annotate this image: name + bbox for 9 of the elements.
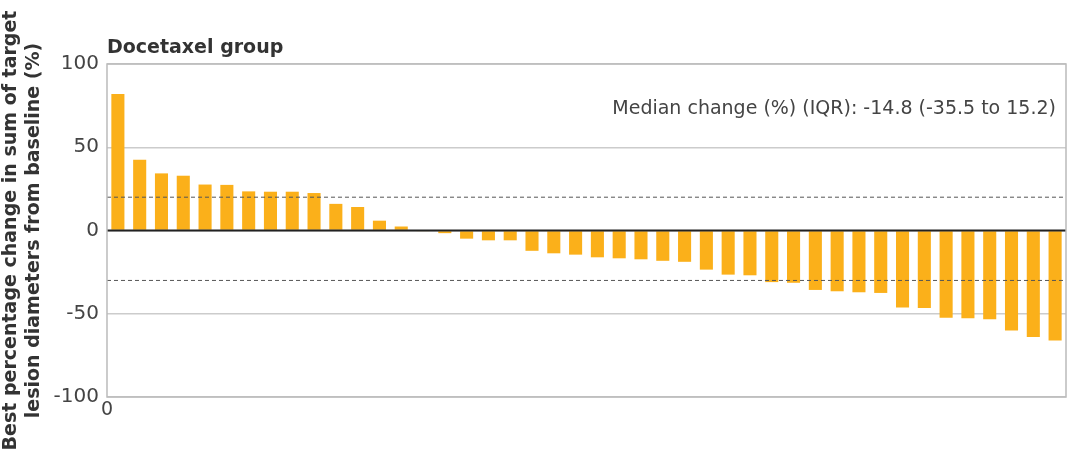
y-tick-label: 50 <box>73 133 99 158</box>
y-tick-label: 0 <box>86 216 99 241</box>
annotation: Median change (%) (IQR): -14.8 (-35.5 to 15.2) <box>612 95 1056 118</box>
y-tick-label: -50 <box>66 299 99 324</box>
chart-title: Docetaxel group <box>106 35 284 58</box>
y-tick-label: -100 <box>53 383 99 408</box>
y-axis-title: Best percentage change in sum of target lesion diameters from baseline (%) <box>0 10 44 451</box>
text: 0 <box>100 397 114 420</box>
y-tick-label: 100 <box>60 50 99 75</box>
